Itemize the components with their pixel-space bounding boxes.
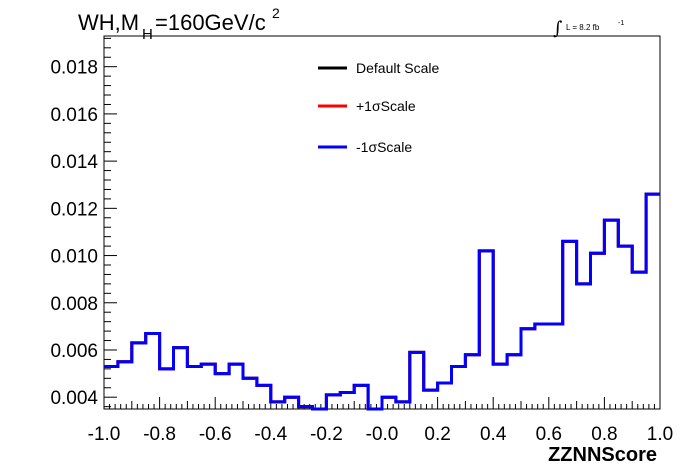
chart-title: WH,M H =160GeV/c 2 (78, 5, 280, 43)
y-tick-label: 0.018 (50, 58, 98, 79)
y-tick-label: 0.008 (50, 294, 98, 315)
series-line-1 (104, 192, 660, 411)
x-tick-label: 0.6 (536, 424, 562, 445)
legend-entry: Default Scale (356, 60, 439, 76)
x-tick-label: 1.0 (647, 424, 673, 445)
x-tick-label: 0.4 (480, 424, 507, 445)
luminosity-label: ∫ L = 8.2 fb -1 (553, 18, 624, 39)
title-superscript: 2 (272, 5, 280, 21)
x-tick-label: -0.6 (199, 424, 232, 445)
x-tick-label: 0.2 (424, 424, 450, 445)
y-tick-label: 0.016 (50, 105, 98, 126)
y-tick-label: 0.014 (50, 152, 98, 173)
series-line-2 (104, 192, 660, 411)
title-prefix: WH,M (78, 10, 139, 35)
luminosity-exponent: -1 (618, 20, 624, 27)
y-tick-label: 0.004 (50, 388, 98, 409)
x-axis-label: ZZNNScore (548, 444, 657, 466)
legend: Default Scale +1σScale -1σScale (318, 60, 439, 155)
x-tick-label: -0.2 (310, 424, 343, 445)
y-tick-label: 0.006 (50, 341, 98, 362)
legend-entry: +1σScale (356, 98, 416, 114)
title-subscript: H (142, 26, 153, 43)
title-suffix: =160GeV/c (155, 10, 266, 35)
x-tick-label: -1.0 (88, 424, 121, 445)
x-tick-label: -0.8 (143, 424, 176, 445)
legend-entry: -1σScale (356, 139, 412, 155)
x-tick-label: -0.0 (366, 424, 399, 445)
x-tick-label: 0.8 (591, 424, 617, 445)
y-tick-label: 0.010 (50, 247, 98, 268)
x-tick-label: -0.4 (254, 424, 287, 445)
series-line-0 (104, 192, 660, 411)
luminosity-text: L = 8.2 fb (566, 23, 600, 32)
series-group (104, 192, 660, 411)
y-tick-label: 0.012 (50, 199, 98, 220)
y-axis: 0.004 0.006 0.008 0.010 0.012 0.014 0.016 0.018 (50, 37, 117, 409)
integral-symbol: ∫ (553, 18, 563, 39)
x-axis: -1.0 -0.8 -0.6 -0.4 -0.2 -0.0 0.2 0.4 0.6 0.8 1.0 (88, 397, 673, 445)
